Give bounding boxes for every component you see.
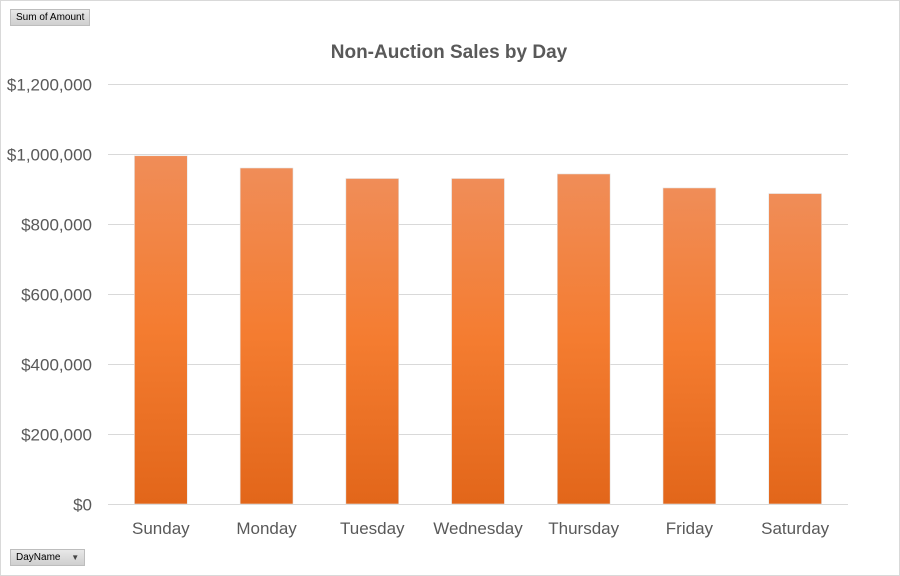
x-tick-label: Sunday bbox=[132, 519, 190, 538]
y-tick-label: $1,000,000 bbox=[7, 146, 92, 165]
bar-monday[interactable] bbox=[239, 167, 294, 505]
value-field-label: Sum of Amount bbox=[16, 12, 85, 23]
y-tick-label: $0 bbox=[73, 496, 92, 515]
x-tick-label: Saturday bbox=[761, 519, 830, 538]
x-tick-label: Wednesday bbox=[433, 519, 523, 538]
axis-field-button[interactable]: DayName ▼ bbox=[10, 549, 86, 566]
bar-saturday[interactable] bbox=[768, 193, 822, 505]
bar-friday[interactable] bbox=[662, 187, 717, 505]
y-tick-label: $600,000 bbox=[21, 286, 92, 305]
x-tick-label: Monday bbox=[236, 519, 297, 538]
bar-wednesday[interactable] bbox=[451, 178, 505, 505]
bar-thursday[interactable] bbox=[556, 173, 611, 505]
bars bbox=[134, 155, 822, 505]
dropdown-arrow-icon[interactable]: ▼ bbox=[71, 553, 80, 562]
chart-title: Non-Auction Sales by Day bbox=[331, 42, 568, 63]
axis-field-label: DayName bbox=[16, 552, 61, 563]
x-tick-label: Friday bbox=[666, 519, 714, 538]
bar-tuesday[interactable] bbox=[345, 178, 400, 505]
value-field-button[interactable]: Sum of Amount bbox=[10, 9, 91, 26]
x-tick-label: Tuesday bbox=[340, 519, 405, 538]
y-tick-label: $200,000 bbox=[21, 426, 92, 445]
y-tick-label: $1,200,000 bbox=[7, 76, 92, 95]
y-tick-label: $400,000 bbox=[21, 356, 92, 375]
y-axis-tick-labels: $0 $200,000 $400,000 $600,000 $800,000 $1,000… bbox=[7, 76, 92, 515]
x-tick-label: Thursday bbox=[548, 519, 619, 538]
bar-sunday[interactable] bbox=[134, 155, 188, 505]
x-axis-tick-labels: Sunday Monday Tuesday Wednesday Thursday Frid… bbox=[132, 519, 830, 538]
y-tick-label: $800,000 bbox=[21, 216, 92, 235]
